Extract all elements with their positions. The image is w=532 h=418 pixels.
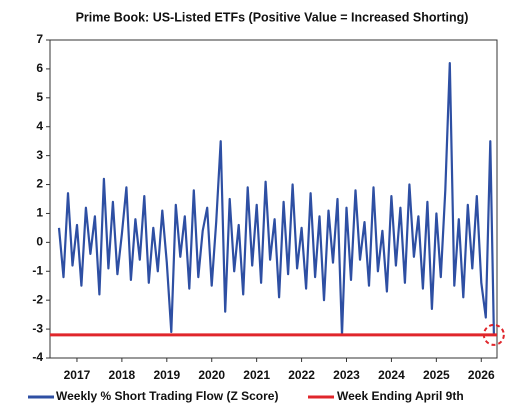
x-tick-label: 2022 [288, 368, 315, 382]
y-tick-label: 0 [36, 235, 43, 249]
chart-title: Prime Book: US-Listed ETFs (Positive Val… [76, 10, 469, 24]
y-tick-label: 4 [36, 119, 43, 133]
data-line [57, 62, 495, 336]
x-tick-label: 2024 [378, 368, 405, 382]
y-tick-label: 2 [36, 177, 43, 191]
legend-label: Weekly % Short Trading Flow (Z Score) [56, 389, 278, 403]
y-tick-label: 5 [36, 90, 43, 104]
plot-frame [49, 39, 498, 359]
x-tick-label: 2020 [198, 368, 225, 382]
legend-label: Week Ending April 9th [337, 389, 464, 403]
x-tick-label: 2023 [333, 368, 360, 382]
y-tick-label: 6 [36, 61, 43, 75]
y-tick-label: 1 [36, 206, 43, 220]
x-tick-label: 2019 [153, 368, 180, 382]
y-tick-label: 3 [36, 148, 43, 162]
y-tick-label: -4 [32, 350, 43, 364]
x-tick-label: 2026 [468, 368, 495, 382]
y-tick-label: -1 [32, 263, 43, 277]
highlight-circle [482, 323, 505, 346]
y-tick-label: 7 [36, 32, 43, 46]
y-tick-label: -2 [32, 292, 43, 306]
x-tick-label: 2017 [64, 368, 91, 382]
x-tick-label: 2021 [243, 368, 270, 382]
x-tick-label: 2025 [423, 368, 450, 382]
x-tick-label: 2018 [109, 368, 136, 382]
y-tick-label: -3 [32, 321, 43, 335]
